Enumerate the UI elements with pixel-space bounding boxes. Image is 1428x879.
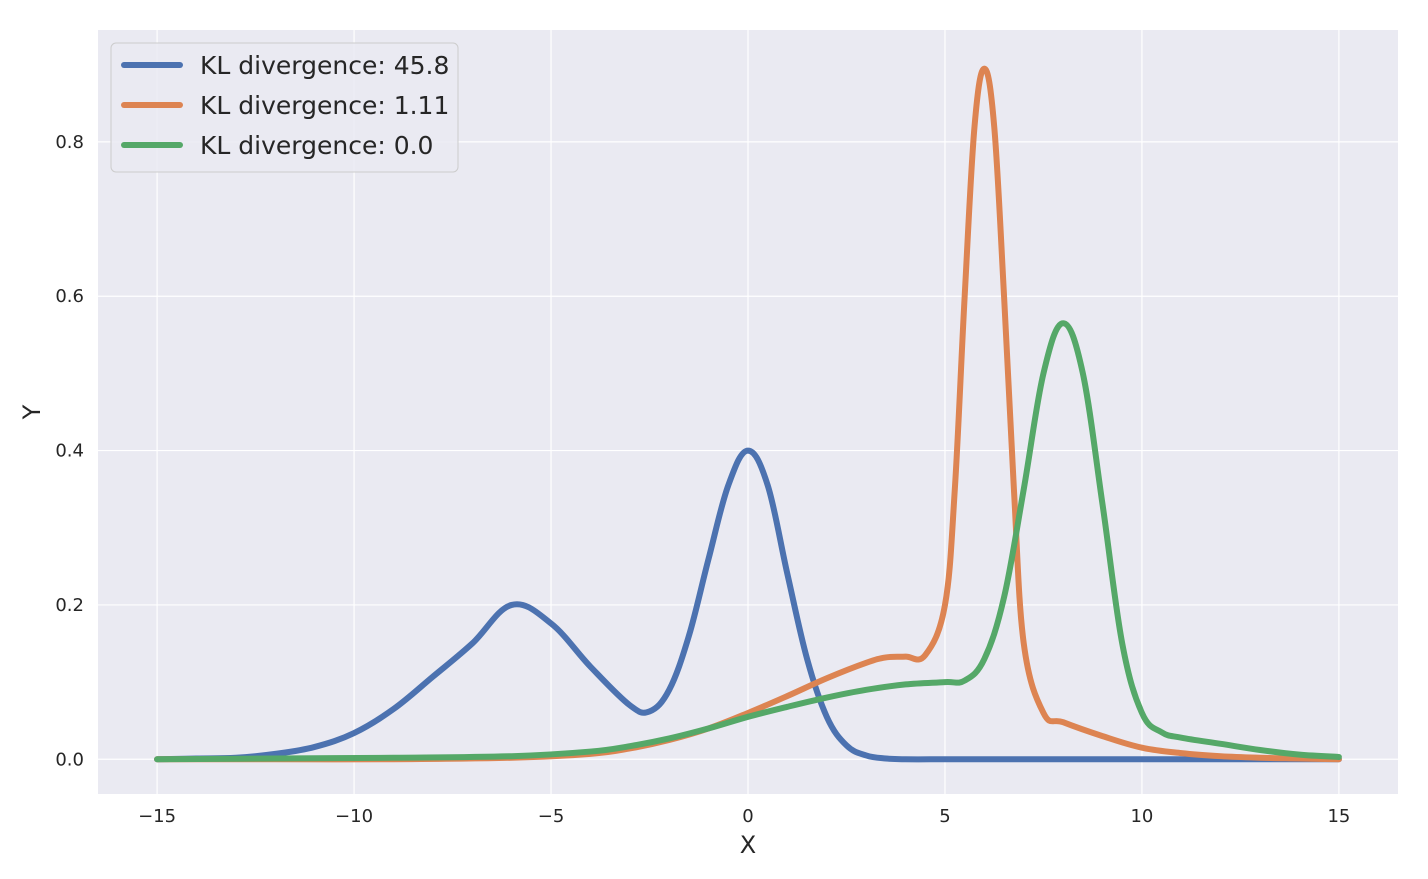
x-axis-label: X bbox=[740, 831, 756, 859]
y-tick-label: 0.0 bbox=[55, 749, 84, 770]
y-tick-label: 0.2 bbox=[55, 595, 84, 616]
series-line-3 bbox=[154, 320, 1342, 763]
y-axis-label: Y bbox=[18, 404, 46, 420]
legend-entry: KL divergence: 0.0 bbox=[200, 131, 433, 160]
x-tick-label: 10 bbox=[1130, 806, 1153, 827]
x-tick-label: −5 bbox=[538, 806, 565, 827]
series-line-1 bbox=[154, 447, 1342, 763]
x-tick-label: −15 bbox=[138, 806, 176, 827]
x-tick-label: 5 bbox=[939, 806, 950, 827]
x-tick-label: 15 bbox=[1327, 806, 1350, 827]
y-axis-ticks: 0.0 0.2 0.4 0.6 0.8 bbox=[55, 132, 84, 770]
x-axis-ticks: −15 −10 −5 0 5 10 15 bbox=[138, 806, 1350, 827]
y-tick-label: 0.4 bbox=[55, 441, 84, 462]
legend-entry: KL divergence: 1.11 bbox=[200, 91, 449, 120]
legend: KL divergence: 45.8 KL divergence: 1.11 KL… bbox=[110, 42, 459, 173]
series-lines bbox=[154, 65, 1342, 763]
y-tick-label: 0.8 bbox=[55, 132, 84, 153]
x-tick-label: 0 bbox=[742, 806, 753, 827]
legend-box bbox=[110, 42, 459, 173]
legend-entry: KL divergence: 45.8 bbox=[200, 51, 449, 80]
y-tick-label: 0.6 bbox=[55, 286, 84, 307]
x-tick-label: −10 bbox=[335, 806, 373, 827]
